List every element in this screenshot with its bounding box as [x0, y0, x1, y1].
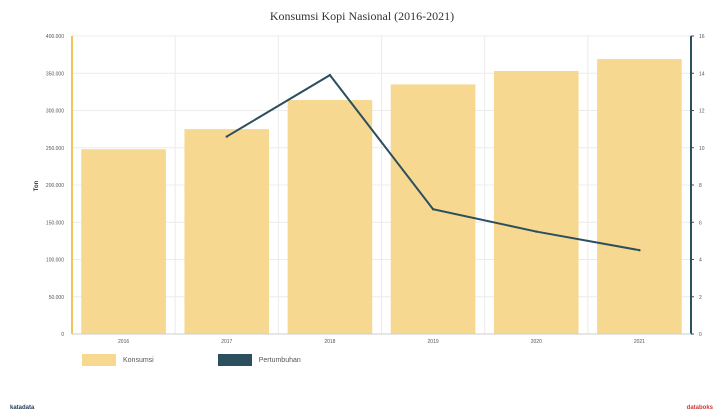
y2-tick-label: 8 [699, 183, 702, 189]
x-tick-label: 2021 [634, 339, 645, 345]
x-tick-label: 2019 [428, 339, 439, 345]
legend: Konsumsi Pertumbuhan [82, 354, 301, 366]
y-tick-label: 150.000 [46, 220, 64, 226]
ticks: 0 50.000 100.000 150.000 200.000 250.000 300.0… [46, 34, 705, 345]
legend-item-konsumsi[interactable]: Konsumsi [82, 354, 154, 366]
y2-tick-label: 16 [699, 34, 705, 40]
line-point [225, 135, 228, 138]
bar-2016 [81, 149, 166, 334]
y-tick-label: 250.000 [46, 146, 64, 152]
line-point [535, 230, 538, 233]
y-tick-label: 50.000 [49, 295, 65, 301]
y-tick-label: 300.000 [46, 109, 64, 115]
line-point [638, 248, 641, 252]
legend-swatch-pertumbuhan [217, 354, 252, 366]
y-tick-label: 400.000 [46, 34, 64, 40]
x-tick-label: 2017 [221, 339, 232, 345]
legend-item-pertumbuhan[interactable]: Pertumbuhan [217, 354, 301, 366]
y2-tick-label: 14 [699, 71, 705, 77]
y2-tick-label: 10 [699, 146, 705, 152]
y-tick-label: 200.000 [46, 183, 64, 189]
legend-label-konsumsi: Konsumsi [123, 356, 154, 364]
line-point [328, 73, 332, 77]
y-tick-label: 350.000 [46, 71, 64, 77]
y2-tick-label: 2 [699, 295, 702, 301]
bar-2018 [287, 100, 373, 334]
databoks-logo: databoks [686, 405, 713, 411]
x-tick-label: 2020 [531, 339, 542, 345]
bar-2017 [184, 129, 270, 334]
bar-2020 [493, 71, 579, 334]
line-point [431, 208, 435, 211]
legend-label-pertumbuhan: Pertumbuhan [258, 356, 301, 364]
y2-tick-label: 4 [699, 258, 702, 264]
x-tick-label: 2018 [324, 339, 335, 345]
y-tick-label: 100.000 [46, 258, 64, 264]
y2-tick-label: 0 [699, 332, 702, 338]
katadata-logo: katadata [10, 405, 35, 411]
y2-tick-label: 6 [699, 220, 702, 226]
line-series [225, 73, 641, 252]
legend-swatch-konsumsi [82, 354, 116, 366]
chart-title: Konsumsi Kopi Nasional (2016-2021) [270, 9, 454, 23]
bar-2021 [597, 59, 682, 334]
y-tick-label: 0 [61, 332, 64, 338]
y-axis-label: Ton [34, 180, 40, 191]
axes [71, 35, 694, 335]
y2-tick-label: 12 [699, 109, 705, 115]
x-tick-label: 2016 [118, 339, 129, 345]
